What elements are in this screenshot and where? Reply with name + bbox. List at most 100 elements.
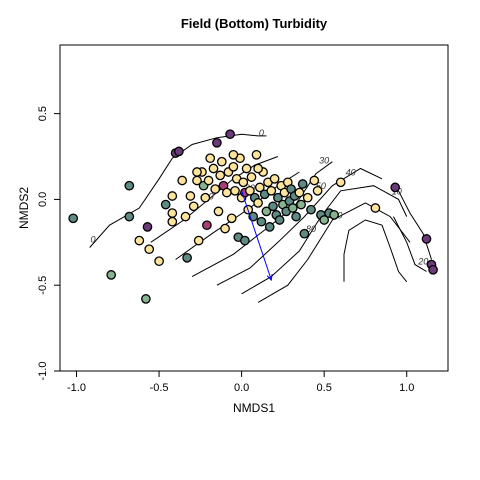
site-point — [294, 187, 305, 198]
site-point — [200, 192, 211, 203]
site-point — [421, 234, 432, 244]
site-point — [124, 211, 135, 222]
y-tick-label: 0.5 — [37, 106, 49, 121]
x-axis-label: NMDS1 — [233, 401, 275, 415]
site-point — [134, 235, 145, 246]
vector-arrowhead — [266, 274, 273, 282]
turbidity-vector — [241, 190, 273, 282]
contour-label: 0 — [259, 128, 264, 138]
site-point — [167, 216, 178, 227]
x-tick-label: 0.0 — [234, 382, 249, 394]
site-point — [205, 153, 216, 164]
site-point — [188, 201, 199, 212]
site-point — [180, 211, 191, 222]
y-axis-label: NMDS2 — [17, 187, 31, 229]
contour-line — [343, 219, 408, 283]
site-point — [254, 182, 265, 193]
site-point — [335, 177, 346, 188]
y-tick-label: -1.0 — [37, 362, 49, 381]
site-point — [296, 199, 306, 210]
site-point — [124, 180, 135, 191]
x-tick-label: 0.5 — [317, 382, 332, 394]
site-point — [220, 223, 230, 234]
contour-label: 50 — [316, 181, 326, 191]
site-point — [253, 163, 263, 174]
site-point — [269, 173, 280, 184]
site-point — [306, 204, 316, 215]
site-point — [274, 215, 285, 225]
contour-line — [257, 202, 411, 303]
site-point — [215, 170, 226, 181]
site-point — [238, 177, 249, 188]
site-point — [226, 213, 237, 224]
x-tick-label: -0.5 — [150, 382, 169, 394]
contour-label: 20 — [417, 257, 428, 267]
site-point — [221, 187, 232, 198]
x-tick-label: -1.0 — [67, 382, 86, 394]
y-axis: -1.0 -0.5 0.0 0.5 — [37, 106, 61, 381]
site-point — [167, 208, 178, 218]
site-point — [241, 163, 252, 174]
contour-line — [216, 167, 383, 286]
contour-label: 80 — [306, 224, 316, 234]
site-point — [246, 172, 257, 182]
site-point — [202, 220, 212, 231]
site-point — [230, 185, 240, 196]
site-point — [144, 244, 155, 255]
site-point — [264, 222, 275, 232]
site-point — [185, 191, 196, 201]
site-point — [212, 137, 222, 148]
site-point — [309, 175, 320, 186]
site-point — [329, 210, 339, 220]
vector-line — [241, 190, 272, 281]
contour-line — [241, 185, 408, 295]
site-point — [208, 163, 219, 174]
site-point — [225, 129, 235, 140]
site-point — [160, 199, 171, 210]
site-point — [256, 216, 267, 227]
site-point — [182, 252, 192, 263]
site-point — [297, 179, 308, 189]
site-point — [154, 256, 164, 267]
site-point — [174, 146, 184, 157]
site-point — [142, 222, 153, 232]
y-tick-label: 0.0 — [37, 192, 49, 207]
site-point — [210, 184, 221, 194]
site-point — [251, 149, 262, 160]
site-point — [268, 201, 278, 212]
site-point — [428, 264, 438, 275]
site-point — [273, 192, 283, 203]
chart-title: Field (Bottom) Turbidity — [181, 16, 328, 31]
site-point — [319, 215, 330, 225]
site-point — [253, 198, 263, 208]
site-point — [141, 294, 151, 304]
site-point — [302, 192, 313, 203]
site-point — [193, 235, 204, 246]
site-point — [287, 203, 298, 213]
site-point — [167, 191, 178, 201]
contour-label: 40 — [346, 167, 356, 177]
site-point — [312, 185, 323, 196]
site-point — [213, 206, 224, 217]
contour-line — [393, 216, 427, 272]
site-point — [177, 175, 188, 186]
site-point — [68, 213, 79, 224]
site-point — [216, 156, 227, 167]
site-point — [245, 185, 255, 196]
site-points — [68, 129, 438, 304]
site-point — [203, 175, 214, 186]
contour-line — [398, 190, 432, 260]
plot-frame — [59, 44, 449, 372]
site-point — [228, 161, 239, 172]
contour-label: 0 — [91, 234, 96, 244]
site-point — [240, 235, 250, 246]
site-point — [261, 206, 272, 217]
y-tick-label: -0.5 — [37, 276, 49, 295]
site-point — [299, 228, 310, 239]
site-point — [390, 182, 401, 193]
site-point — [228, 149, 239, 160]
contour-label: 30 — [319, 155, 329, 165]
site-point — [370, 203, 381, 213]
site-point — [106, 270, 117, 280]
site-point — [266, 185, 277, 196]
